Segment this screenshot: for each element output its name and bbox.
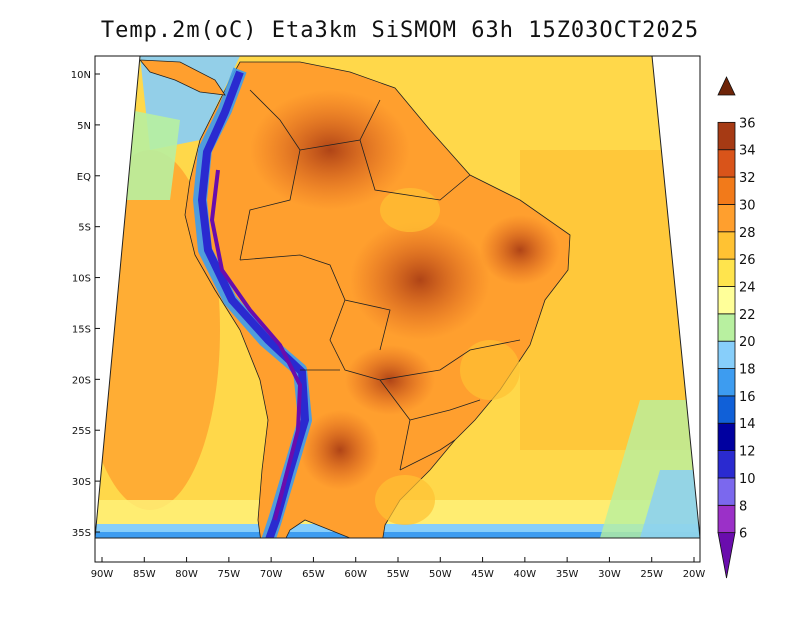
colorbar-label: 12 [739, 445, 756, 460]
colorbar-swatch [717, 204, 736, 233]
lat-tick-label: 30S [72, 477, 91, 488]
colorbar-label: 6 [739, 527, 747, 542]
colorbar-swatch [717, 395, 736, 424]
colorbar-swatch [717, 368, 736, 397]
colorbar-label: 10 [739, 472, 756, 487]
lat-tick-label: 35S [72, 528, 91, 539]
colorbar-label: 8 [739, 499, 747, 514]
lat-tick-label: 20S [72, 375, 91, 386]
colorbar-label: 16 [739, 390, 756, 405]
lon-tick-label: 70W [260, 569, 283, 580]
longitude-axis: 90W 85W 80W 75W 70W 65W 60W 55W 50W 45W 40W 35W 30W 2… [91, 557, 706, 580]
colorbar-label: 32 [739, 171, 756, 186]
colorbar-swatch [717, 121, 736, 151]
lat-tick-label: 5N [77, 121, 91, 132]
lon-tick-label: 30W [598, 569, 621, 580]
latitude-axis: 10N 5N EQ 5S 10S 15S 20S 25S 30S 35S [71, 70, 100, 539]
colorbar-label: 28 [739, 226, 756, 241]
country-borders [239, 89, 521, 471]
colorbar-label: 30 [739, 198, 756, 213]
lat-tick-label: 10S [72, 274, 91, 285]
lat-tick-label: 25S [72, 426, 91, 437]
lon-tick-label: 75W [218, 569, 241, 580]
lon-tick-label: 35W [556, 569, 579, 580]
lon-tick-label: 65W [302, 569, 325, 580]
colorbar-swatch [717, 231, 736, 260]
colorbar-label: 36 [739, 116, 756, 131]
colorbar-swatch [717, 532, 736, 579]
colorbar-swatch [717, 504, 736, 534]
colorbar-label: 34 [739, 144, 756, 159]
lon-tick-label: 40W [514, 569, 537, 580]
colorbar: 6 8 10 12 14 16 18 20 22 24 26 28 30 32 34 36 [717, 76, 756, 579]
colorbar-swatch [717, 340, 736, 369]
colorbar-label: 26 [739, 253, 756, 268]
colorbar-swatch [717, 313, 736, 342]
lat-tick-label: 10N [71, 70, 91, 81]
colorbar-label: 22 [739, 308, 756, 323]
lon-tick-label: 20W [683, 569, 706, 580]
lat-tick-label: 15S [72, 324, 91, 335]
colorbar-label: 18 [739, 363, 756, 378]
colorbar-swatch [717, 286, 736, 315]
colorbar-swatch [717, 258, 736, 287]
colorbar-label: 20 [739, 335, 756, 350]
map-title: Temp.2m(oC) Eta3km SiSMOM 63h 15Z03OCT20… [100, 18, 700, 43]
lon-tick-label: 80W [175, 569, 198, 580]
colorbar-swatch [717, 422, 736, 451]
lon-tick-label: 60W [344, 569, 367, 580]
colorbar-swatch [717, 176, 736, 205]
colorbar-swatch [717, 477, 736, 506]
colorbar-label: 24 [739, 280, 756, 295]
colorbar-swatch [717, 149, 736, 178]
colorbar-swatch [717, 450, 736, 479]
lon-tick-label: 50W [429, 569, 452, 580]
lat-tick-label: 5S [78, 223, 91, 234]
lat-tick-label: EQ [77, 172, 91, 183]
lon-tick-label: 55W [387, 569, 410, 580]
lon-tick-label: 85W [133, 569, 156, 580]
lon-tick-label: 45W [471, 569, 494, 580]
lon-tick-label: 25W [640, 569, 663, 580]
lon-tick-label: 90W [91, 569, 114, 580]
colorbar-label: 14 [739, 417, 756, 432]
colorbar-swatch [717, 76, 736, 96]
